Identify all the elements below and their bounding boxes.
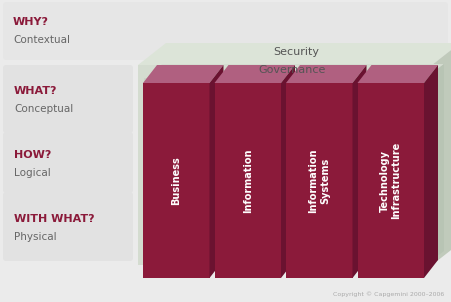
Text: Technology
Infrastructure: Technology Infrastructure	[380, 142, 401, 219]
Text: Contextual: Contextual	[13, 35, 70, 45]
Polygon shape	[426, 64, 444, 265]
FancyBboxPatch shape	[3, 132, 133, 193]
Polygon shape	[424, 65, 438, 278]
FancyBboxPatch shape	[358, 83, 424, 278]
Polygon shape	[215, 65, 295, 83]
Text: Security: Security	[273, 47, 319, 57]
Polygon shape	[432, 43, 451, 265]
FancyBboxPatch shape	[286, 83, 353, 278]
Polygon shape	[210, 65, 224, 278]
Polygon shape	[353, 65, 367, 278]
FancyBboxPatch shape	[215, 83, 281, 278]
Text: Information: Information	[243, 148, 253, 213]
FancyBboxPatch shape	[3, 2, 448, 60]
Text: Logical: Logical	[14, 168, 51, 178]
Text: Copyright © Capgemini 2000–2006: Copyright © Capgemini 2000–2006	[333, 291, 444, 297]
Text: Physical: Physical	[14, 232, 57, 242]
Text: WHY?: WHY?	[13, 17, 49, 27]
FancyBboxPatch shape	[138, 65, 432, 265]
FancyBboxPatch shape	[144, 78, 426, 265]
Text: Governance: Governance	[258, 65, 326, 75]
Text: WITH WHAT?: WITH WHAT?	[14, 214, 95, 223]
FancyBboxPatch shape	[143, 83, 210, 278]
Text: WHAT?: WHAT?	[14, 86, 57, 96]
Text: HOW?: HOW?	[14, 149, 51, 159]
Text: Business: Business	[171, 156, 181, 205]
Polygon shape	[281, 65, 295, 278]
Polygon shape	[286, 65, 367, 83]
FancyBboxPatch shape	[3, 192, 133, 261]
Text: Conceptual: Conceptual	[14, 104, 73, 114]
Polygon shape	[138, 43, 451, 65]
Polygon shape	[143, 65, 224, 83]
Polygon shape	[358, 65, 438, 83]
FancyBboxPatch shape	[3, 65, 133, 133]
Text: Information
Systems: Information Systems	[308, 148, 330, 213]
Polygon shape	[144, 64, 444, 78]
